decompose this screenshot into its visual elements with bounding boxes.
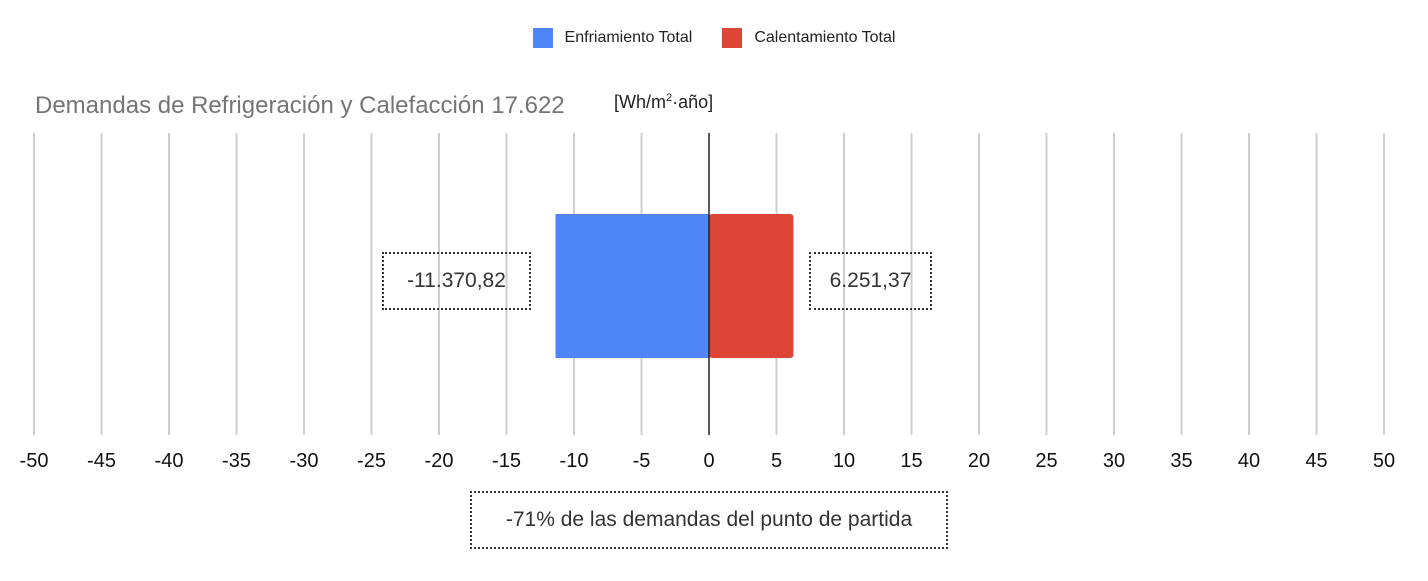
unit-base: [Wh/m (614, 92, 666, 112)
x-tick-label: -5 (633, 450, 651, 472)
x-tick-label: 40 (1238, 450, 1260, 472)
legend-label-calentamiento: Calentamiento Total (754, 29, 896, 46)
x-tick-label: 45 (1305, 450, 1327, 472)
chart-unit: [Wh/m2·año] (614, 92, 713, 113)
legend: Enfriamiento Total Calentamiento Total (0, 28, 1428, 48)
data-label-calentamiento: 6.251,37 (809, 252, 932, 310)
legend-swatch-enfriamiento (532, 28, 553, 48)
x-tick-label: -25 (357, 450, 386, 472)
x-tick-label: 35 (1170, 450, 1192, 472)
legend-swatch-calentamiento (722, 28, 743, 48)
x-tick-label: -30 (290, 450, 319, 472)
bar-enfriamiento (555, 214, 709, 358)
legend-item-calentamiento[interactable]: Calentamiento Total (722, 28, 895, 48)
unit-tail: ·año] (672, 92, 714, 112)
x-tick-label: -45 (87, 450, 116, 472)
chart-title: Demandas de Refrigeración y Calefacción … (35, 92, 565, 119)
bar-calentamiento (709, 214, 794, 358)
x-tick-label: -10 (560, 450, 589, 472)
x-tick-label: 15 (900, 450, 922, 472)
x-tick-label: -35 (222, 450, 251, 472)
x-tick-label: 5 (771, 450, 782, 472)
x-tick-label: 10 (833, 450, 855, 472)
unit-superscript: 2 (666, 92, 673, 104)
x-tick-label: 50 (1373, 450, 1395, 472)
x-tick-label: -40 (155, 450, 184, 472)
annotation-note: -71% de las demandas del punto de partid… (470, 491, 948, 549)
x-tick-label: -50 (20, 450, 49, 472)
legend-item-enfriamiento[interactable]: Enfriamiento Total (532, 28, 693, 48)
legend-label-enfriamiento: Enfriamiento Total (564, 29, 693, 46)
x-tick-label: -20 (425, 450, 454, 472)
x-tick-label: 20 (968, 450, 990, 472)
data-label-enfriamiento: -11.370,82 (382, 252, 531, 310)
x-tick-label: 0 (703, 450, 714, 472)
x-tick-label: -15 (492, 450, 521, 472)
x-tick-label: 25 (1035, 450, 1057, 472)
x-tick-label: 30 (1103, 450, 1125, 472)
